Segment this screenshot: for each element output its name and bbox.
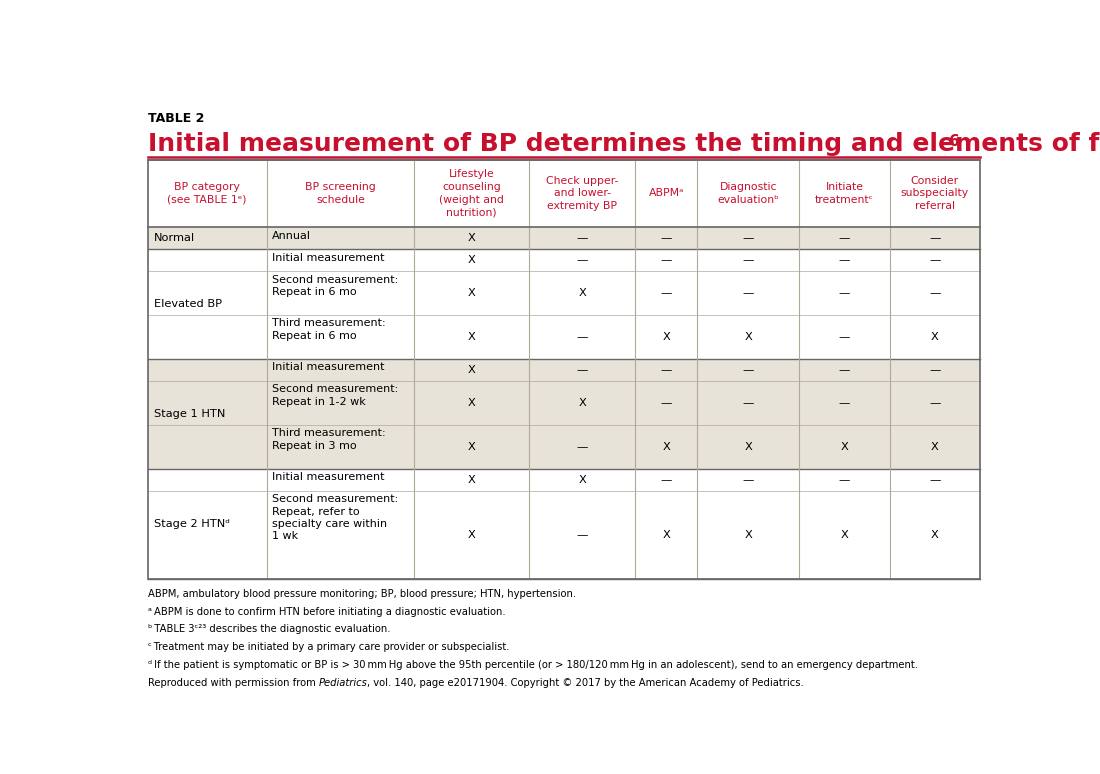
Text: Check upper-
and lower-
extremity BP: Check upper- and lower- extremity BP	[546, 176, 618, 211]
Text: ABPMᵃ: ABPMᵃ	[649, 188, 684, 198]
Text: —: —	[742, 255, 754, 265]
Text: Initial measurement: Initial measurement	[272, 362, 384, 372]
Text: BP category
(see TABLE 1ᵉ): BP category (see TABLE 1ᵉ)	[167, 182, 246, 204]
Text: 6: 6	[949, 134, 960, 149]
Text: Stage 2 HTNᵈ: Stage 2 HTNᵈ	[154, 519, 230, 529]
Text: Initial measurement: Initial measurement	[272, 252, 384, 262]
Text: —: —	[839, 233, 850, 243]
Text: —: —	[576, 529, 587, 539]
Text: , vol. 140, page e20171904. Copyright © 2017 by the American Academy of Pediatri: , vol. 140, page e20171904. Copyright © …	[367, 678, 804, 688]
Text: —: —	[660, 398, 672, 408]
Text: Normal: Normal	[154, 233, 195, 243]
Text: —: —	[839, 255, 850, 265]
Bar	[147, 249, 980, 359]
Text: X: X	[745, 529, 752, 539]
Text: Second measurement:
Repeat in 1-2 wk: Second measurement: Repeat in 1-2 wk	[272, 385, 398, 407]
Text: —: —	[839, 365, 850, 375]
Text: —: —	[839, 332, 850, 342]
Text: X: X	[468, 233, 475, 243]
Text: X: X	[662, 442, 670, 452]
Bar	[147, 159, 980, 227]
Text: X: X	[931, 332, 938, 342]
Text: —: —	[576, 255, 587, 265]
Text: —: —	[742, 233, 754, 243]
Text: X: X	[840, 529, 848, 539]
Text: Pediatrics: Pediatrics	[319, 678, 367, 688]
Bar	[147, 159, 980, 579]
Text: Annual: Annual	[272, 231, 310, 241]
Text: Diagnostic
evaluationᵇ: Diagnostic evaluationᵇ	[717, 182, 779, 204]
Text: —: —	[742, 474, 754, 485]
Text: —: —	[839, 288, 850, 298]
Text: X: X	[931, 442, 938, 452]
Text: X: X	[579, 474, 586, 485]
Text: —: —	[660, 365, 672, 375]
Text: —: —	[839, 474, 850, 485]
Text: —: —	[930, 288, 940, 298]
Text: X: X	[468, 365, 475, 375]
Text: —: —	[576, 442, 587, 452]
Bar	[147, 227, 980, 249]
Text: Second measurement:
Repeat in 6 mo: Second measurement: Repeat in 6 mo	[272, 275, 398, 297]
Text: X: X	[579, 398, 586, 408]
Text: Stage 1 HTN: Stage 1 HTN	[154, 409, 226, 419]
Text: X: X	[468, 398, 475, 408]
Text: Third measurement:
Repeat in 6 mo: Third measurement: Repeat in 6 mo	[272, 318, 385, 341]
Text: —: —	[930, 255, 940, 265]
Text: —: —	[930, 365, 940, 375]
Text: —: —	[742, 288, 754, 298]
Text: X: X	[662, 332, 670, 342]
Text: Reproduced with permission from: Reproduced with permission from	[147, 678, 319, 688]
Text: ᶜ Treatment may be initiated by a primary care provider or subspecialist.: ᶜ Treatment may be initiated by a primar…	[147, 642, 509, 652]
Text: —: —	[576, 332, 587, 342]
Bar	[147, 359, 980, 469]
Text: —: —	[930, 474, 940, 485]
Text: Elevated BP: Elevated BP	[154, 299, 222, 309]
Text: BP screening
schedule: BP screening schedule	[305, 182, 376, 204]
Text: X: X	[579, 288, 586, 298]
Text: Third measurement:
Repeat in 3 mo: Third measurement: Repeat in 3 mo	[272, 428, 385, 450]
Text: X: X	[662, 529, 670, 539]
Text: TABLE 2: TABLE 2	[147, 112, 205, 125]
Text: Initial measurement: Initial measurement	[272, 472, 384, 482]
Text: X: X	[468, 529, 475, 539]
Text: —: —	[660, 233, 672, 243]
Text: X: X	[745, 332, 752, 342]
Text: Initiate
treatmentᶜ: Initiate treatmentᶜ	[815, 182, 873, 204]
Text: —: —	[839, 398, 850, 408]
Text: X: X	[468, 442, 475, 452]
Text: ABPM, ambulatory blood pressure monitoring; BP, blood pressure; HTN, hypertensio: ABPM, ambulatory blood pressure monitori…	[147, 589, 576, 599]
Text: Second measurement:
Repeat, refer to
specialty care within
1 wk: Second measurement: Repeat, refer to spe…	[272, 495, 398, 542]
Text: —: —	[660, 288, 672, 298]
Text: Consider
subspecialty
referral: Consider subspecialty referral	[901, 176, 969, 211]
Bar	[147, 469, 980, 579]
Text: X: X	[468, 288, 475, 298]
Text: ᵃ ABPM is done to confirm HTN before initiating a diagnostic evaluation.: ᵃ ABPM is done to confirm HTN before ini…	[147, 607, 505, 617]
Text: ᵇ TABLE 3ᶜ²³ describes the diagnostic evaluation.: ᵇ TABLE 3ᶜ²³ describes the diagnostic ev…	[147, 625, 390, 635]
Text: —: —	[930, 398, 940, 408]
Text: X: X	[840, 442, 848, 452]
Text: Initial measurement of BP determines the timing and elements of follow-up: Initial measurement of BP determines the…	[147, 132, 1100, 156]
Text: —: —	[576, 365, 587, 375]
Text: X: X	[931, 529, 938, 539]
Text: —: —	[742, 365, 754, 375]
Text: —: —	[660, 474, 672, 485]
Text: ᵈ If the patient is symptomatic or BP is > 30 mm Hg above the 95th percentile (o: ᵈ If the patient is symptomatic or BP is…	[147, 660, 917, 670]
Text: —: —	[742, 398, 754, 408]
Text: Lifestyle
counseling
(weight and
nutrition): Lifestyle counseling (weight and nutriti…	[439, 169, 504, 217]
Text: —: —	[930, 233, 940, 243]
Text: —: —	[576, 233, 587, 243]
Text: X: X	[468, 474, 475, 485]
Text: X: X	[468, 332, 475, 342]
Text: —: —	[660, 255, 672, 265]
Text: X: X	[468, 255, 475, 265]
Text: X: X	[745, 442, 752, 452]
